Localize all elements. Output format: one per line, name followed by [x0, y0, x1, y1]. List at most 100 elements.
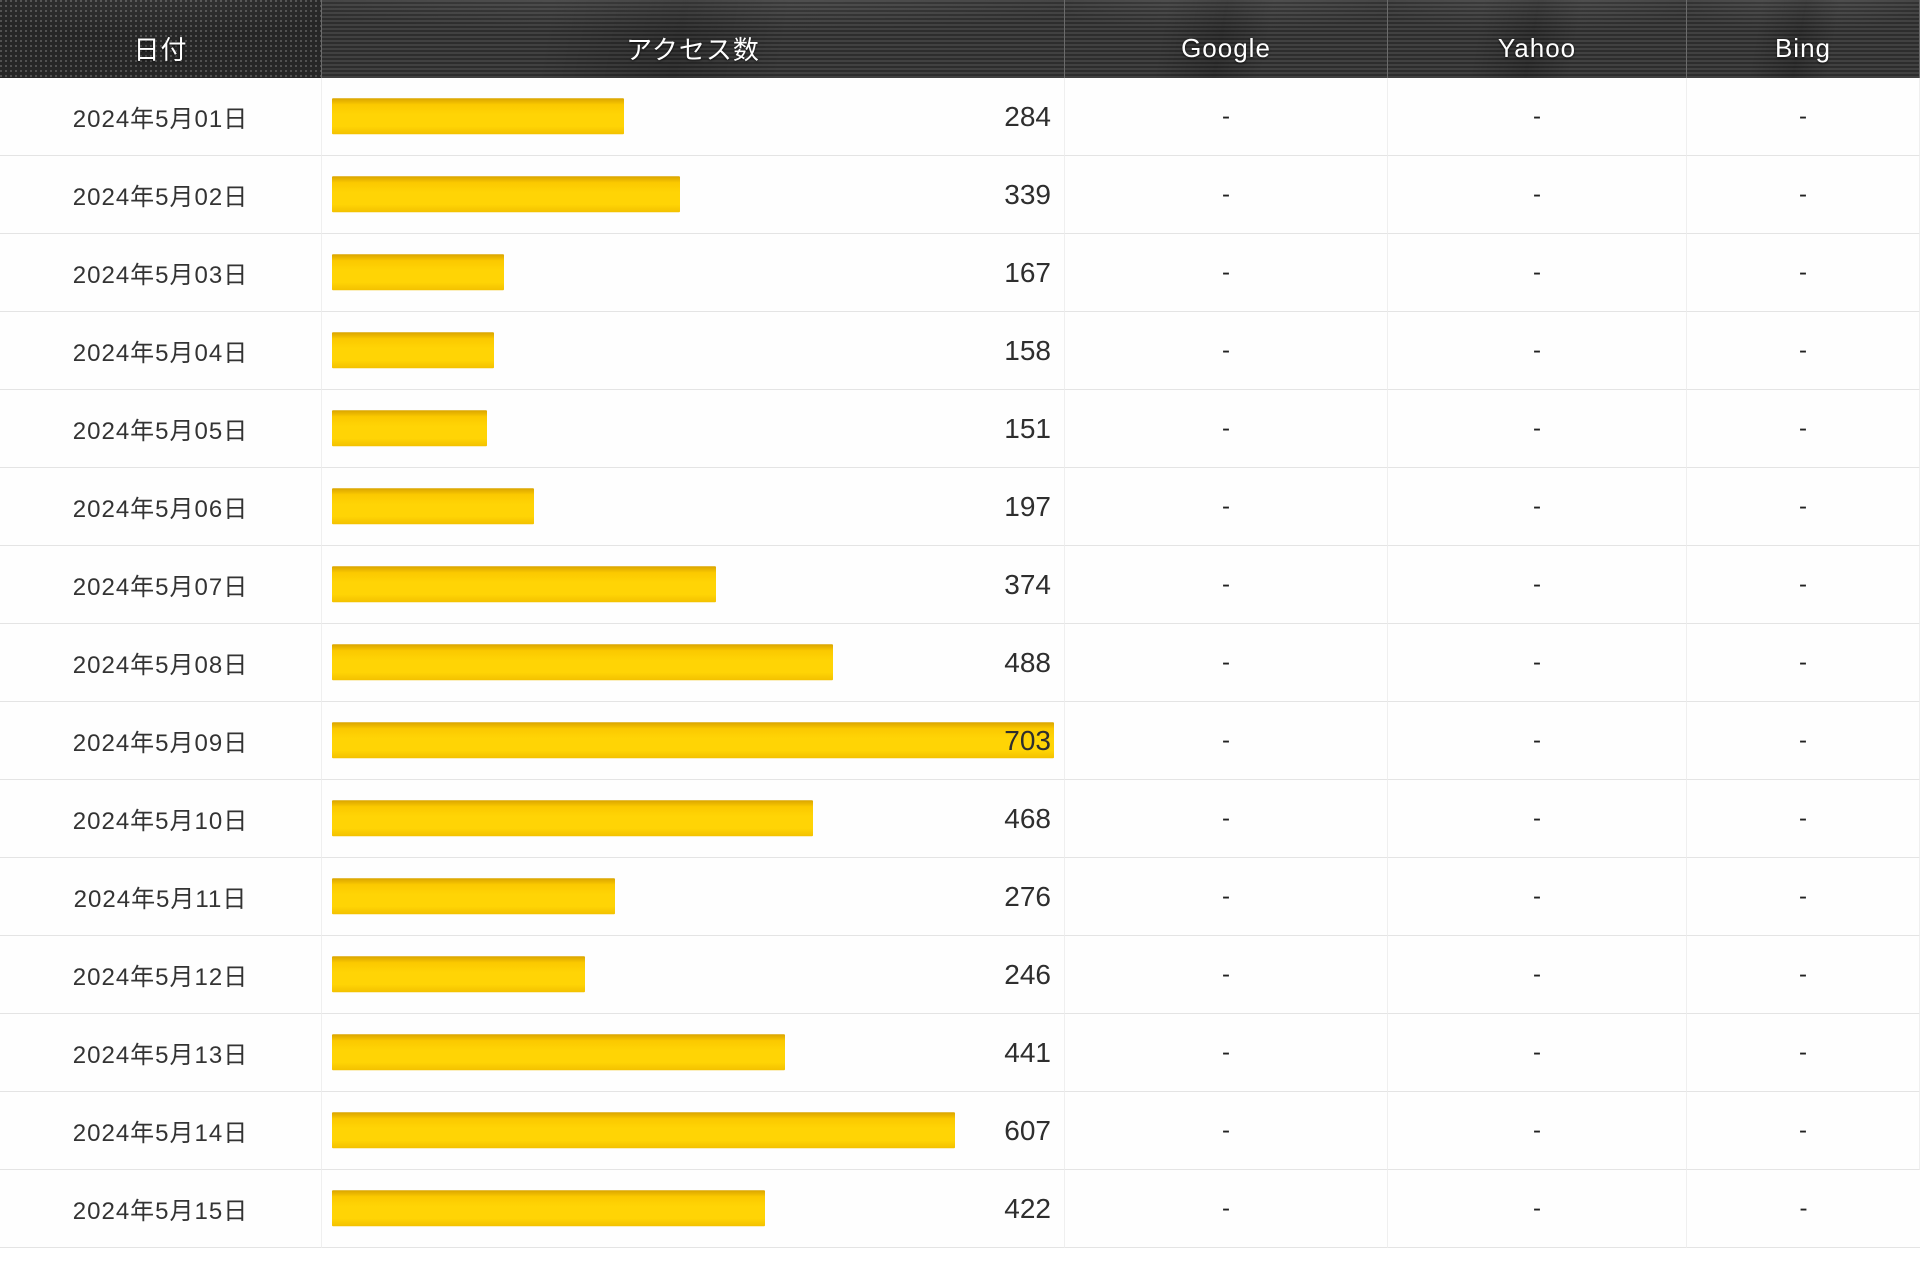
google-cell: - [1065, 312, 1388, 390]
google-cell: - [1065, 468, 1388, 546]
access-count-bar [332, 565, 717, 602]
bing-value: - [1799, 804, 1807, 832]
google-value: - [1222, 414, 1230, 442]
bing-value: - [1799, 258, 1807, 286]
bing-value: - [1799, 882, 1807, 910]
google-value: - [1222, 102, 1230, 130]
bing-value: - [1799, 336, 1807, 364]
yahoo-cell: - [1388, 312, 1687, 390]
google-value: - [1222, 180, 1230, 208]
yahoo-cell: - [1388, 234, 1687, 312]
bing-cell: - [1687, 702, 1920, 780]
yahoo-value: - [1533, 180, 1541, 208]
yahoo-value: - [1533, 1116, 1541, 1144]
date-cell: 2024年5月15日 [0, 1170, 322, 1248]
date-cell: 2024年5月14日 [0, 1092, 322, 1170]
date-label: 2024年5月12日 [72, 964, 249, 991]
access-count-value: 151 [1004, 412, 1051, 444]
access-count-bar [332, 1189, 766, 1226]
date-label: 2024年5月05日 [72, 418, 249, 445]
access-count-cell: 468 [322, 780, 1065, 858]
date-cell: 2024年5月01日 [0, 78, 322, 156]
access-count-value: 158 [1004, 334, 1051, 366]
yahoo-cell: - [1388, 78, 1687, 156]
date-label: 2024年5月06日 [72, 496, 249, 523]
google-value: - [1222, 1038, 1230, 1066]
access-count-bar [332, 409, 488, 446]
bing-value: - [1799, 570, 1807, 598]
yahoo-cell: - [1388, 1170, 1687, 1248]
yahoo-value: - [1533, 1038, 1541, 1066]
yahoo-cell: - [1388, 858, 1687, 936]
access-count-bar [332, 643, 834, 680]
access-count-value: 374 [1004, 568, 1051, 600]
bing-cell: - [1687, 546, 1920, 624]
access-count-cell: 422 [322, 1170, 1065, 1248]
bing-value: - [1799, 960, 1807, 988]
access-count-cell: 374 [322, 546, 1065, 624]
date-cell: 2024年5月02日 [0, 156, 322, 234]
yahoo-cell: - [1388, 624, 1687, 702]
access-count-value: 441 [1004, 1036, 1051, 1068]
access-count-bar [332, 175, 681, 212]
yahoo-value: - [1533, 492, 1541, 520]
yahoo-value: - [1533, 648, 1541, 676]
google-value: - [1222, 960, 1230, 988]
date-label: 2024年5月02日 [72, 184, 249, 211]
bing-cell: - [1687, 156, 1920, 234]
access-count-cell: 488 [322, 624, 1065, 702]
bar-track [332, 780, 1054, 857]
access-count-value: 246 [1004, 958, 1051, 990]
yahoo-value: - [1533, 882, 1541, 910]
date-label: 2024年5月03日 [72, 262, 249, 289]
google-value: - [1222, 648, 1230, 676]
bar-track [332, 312, 1054, 389]
access-count-value: 468 [1004, 802, 1051, 834]
google-cell: - [1065, 936, 1388, 1014]
access-count-value: 276 [1004, 880, 1051, 912]
bing-cell: - [1687, 78, 1920, 156]
google-cell: - [1065, 156, 1388, 234]
yahoo-value: - [1533, 336, 1541, 364]
google-cell: - [1065, 1170, 1388, 1248]
google-value: - [1222, 336, 1230, 364]
access-count-cell: 158 [322, 312, 1065, 390]
google-value: - [1222, 258, 1230, 286]
date-label: 2024年5月14日 [72, 1120, 249, 1147]
bar-track [332, 234, 1054, 311]
access-count-value: 607 [1004, 1114, 1051, 1146]
date-cell: 2024年5月03日 [0, 234, 322, 312]
bar-track [332, 858, 1054, 935]
access-count-value: 488 [1004, 646, 1051, 678]
access-count-cell: 167 [322, 234, 1065, 312]
access-count-value: 197 [1004, 490, 1051, 522]
bing-value: - [1799, 1116, 1807, 1144]
date-cell: 2024年5月13日 [0, 1014, 322, 1092]
date-label: 2024年5月04日 [72, 340, 249, 367]
google-value: - [1222, 1194, 1230, 1222]
google-value: - [1222, 882, 1230, 910]
google-cell: - [1065, 858, 1388, 936]
header-label-access-count: アクセス数 [626, 34, 760, 65]
date-cell: 2024年5月06日 [0, 468, 322, 546]
access-count-value: 339 [1004, 178, 1051, 210]
bar-track [332, 1170, 1054, 1247]
access-count-bar [332, 487, 535, 524]
access-count-bar [332, 331, 495, 368]
yahoo-value: - [1533, 570, 1541, 598]
yahoo-value: - [1533, 960, 1541, 988]
bar-track [332, 156, 1054, 233]
access-count-cell: 284 [322, 78, 1065, 156]
yahoo-cell: - [1388, 702, 1687, 780]
bar-track [332, 936, 1054, 1013]
bar-track [332, 390, 1054, 467]
header-label-date: 日付 [133, 34, 188, 65]
google-cell: - [1065, 1092, 1388, 1170]
date-label: 2024年5月07日 [72, 574, 249, 601]
date-cell: 2024年5月11日 [0, 858, 322, 936]
bing-cell: - [1687, 312, 1920, 390]
access-count-cell: 441 [322, 1014, 1065, 1092]
yahoo-value: - [1533, 258, 1541, 286]
